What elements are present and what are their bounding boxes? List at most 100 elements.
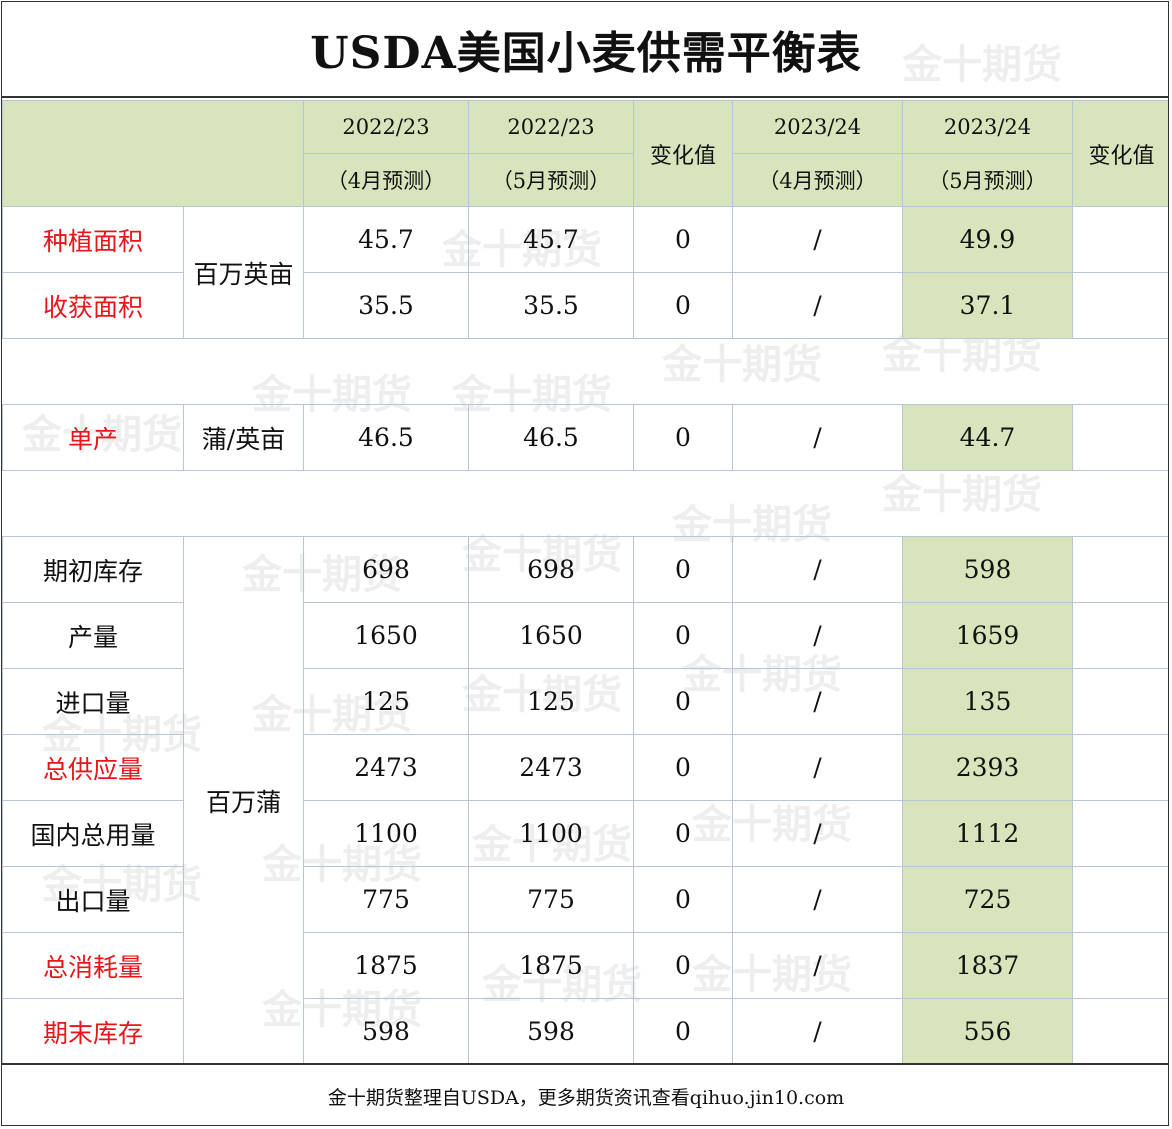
cell-change <box>1072 800 1168 867</box>
cell-value: / <box>732 800 903 867</box>
table-row: 总消耗量 1875 1875 0 / 1837 <box>2 932 1168 999</box>
cell-change <box>1072 998 1168 1065</box>
cell-value-highlight: 44.7 <box>902 404 1073 471</box>
header-col1-year: 2022/23 <box>303 100 469 154</box>
cell-value: 1650 <box>303 602 469 669</box>
cell-value: 35.5 <box>468 272 634 339</box>
cell-change <box>1072 734 1168 801</box>
table-row: 单产 蒲/英亩 46.5 46.5 0 / 44.7 <box>2 404 1168 471</box>
cell-value: 698 <box>303 536 469 603</box>
cell-value: 35.5 <box>303 272 469 339</box>
cell-value: / <box>732 866 903 933</box>
cell-change: 0 <box>633 602 733 669</box>
cell-value: 698 <box>468 536 634 603</box>
cell-value: 125 <box>303 668 469 735</box>
header-col4-year: 2023/24 <box>902 100 1073 154</box>
cell-change: 0 <box>633 668 733 735</box>
cell-value: 45.7 <box>468 206 634 273</box>
cell-value-highlight: 1837 <box>902 932 1073 999</box>
cell-value: 45.7 <box>303 206 469 273</box>
header-row-subs: （4月预测） （5月预测） （4月预测） （5月预测） <box>3 153 1169 207</box>
cell-value: / <box>732 404 903 471</box>
cell-value: / <box>732 536 903 603</box>
header-col2-year: 2022/23 <box>468 100 634 154</box>
row-label: 进口量 <box>2 668 184 735</box>
cell-change: 0 <box>633 404 733 471</box>
cell-value: / <box>732 668 903 735</box>
cell-value-highlight: 37.1 <box>902 272 1073 339</box>
cell-change <box>1072 404 1168 471</box>
cell-change <box>1072 668 1168 735</box>
cell-value: 775 <box>303 866 469 933</box>
table-row: 期初库存 百万蒲 698 698 0 / 598 <box>2 536 1168 1065</box>
table-row: 出口量 775 775 0 / 725 <box>2 866 1168 933</box>
row-label: 产量 <box>2 602 184 669</box>
header-col3-year: 2023/24 <box>732 100 903 154</box>
row-label: 期初库存 <box>2 536 184 603</box>
unit-cell: 百万蒲 <box>183 536 304 1065</box>
header-change1: 变化值 <box>633 100 733 207</box>
row-label: 单产 <box>2 404 184 471</box>
spacer-row <box>2 338 1168 405</box>
header-col3-sub: （4月预测） <box>732 153 903 207</box>
cell-value: 1875 <box>303 932 469 999</box>
cell-value: 1100 <box>303 800 469 867</box>
cell-change <box>1072 866 1168 933</box>
cell-value: / <box>732 734 903 801</box>
cell-change <box>1072 536 1168 603</box>
cell-change: 0 <box>633 734 733 801</box>
cell-value: 125 <box>468 668 634 735</box>
unit-cell: 蒲/英亩 <box>183 404 304 471</box>
header-col4-sub: （5月预测） <box>902 153 1073 207</box>
row-label: 总消耗量 <box>2 932 184 999</box>
cell-change: 0 <box>633 866 733 933</box>
cell-value: / <box>732 998 903 1065</box>
cell-change: 0 <box>633 800 733 867</box>
cell-value: / <box>732 272 903 339</box>
cell-value-highlight: 2393 <box>902 734 1073 801</box>
table-row: 国内总用量 1100 1100 0 / 1112 <box>2 800 1168 867</box>
table-row: 总供应量 2473 2473 0 / 2393 <box>2 734 1168 801</box>
cell-change: 0 <box>633 272 733 339</box>
header-corner <box>2 100 304 207</box>
cell-value: 46.5 <box>303 404 469 471</box>
cell-value: 1875 <box>468 932 634 999</box>
page-title: USDA美国小麦供需平衡表 <box>2 2 1168 98</box>
cell-change: 0 <box>633 206 733 273</box>
cell-value: 1650 <box>468 602 634 669</box>
cell-value: / <box>732 602 903 669</box>
cell-value-highlight: 598 <box>902 536 1073 603</box>
cell-value: 1100 <box>468 800 634 867</box>
row-label: 总供应量 <box>2 734 184 801</box>
row-label: 期末库存 <box>2 998 184 1065</box>
supply-demand-table: 2022/23 2022/23 变化值 2023/24 2023/24 变化值 … <box>2 100 1169 1065</box>
cell-value: 46.5 <box>468 404 634 471</box>
cell-change <box>1072 272 1168 339</box>
cell-value-highlight: 725 <box>902 866 1073 933</box>
unit-cell: 百万英亩 <box>183 206 304 339</box>
table-row: 种植面积 百万英亩 45.7 45.7 0 / 49.9 <box>2 206 1168 339</box>
header-row-years: 2022/23 2022/23 变化值 2023/24 2023/24 变化值 <box>2 100 1168 207</box>
row-label: 出口量 <box>2 866 184 933</box>
cell-change <box>1072 932 1168 999</box>
table-row: 产量 1650 1650 0 / 1659 <box>2 602 1168 669</box>
cell-value-highlight: 135 <box>902 668 1073 735</box>
header-change2: 变化值 <box>1072 100 1168 207</box>
cell-change: 0 <box>633 536 733 603</box>
cell-value-highlight: 556 <box>902 998 1073 1065</box>
row-label: 种植面积 <box>2 206 184 273</box>
header-col2-sub: （5月预测） <box>468 153 634 207</box>
header-col1-sub: （4月预测） <box>303 153 469 207</box>
cell-value-highlight: 1112 <box>902 800 1073 867</box>
cell-value: / <box>732 206 903 273</box>
cell-change: 0 <box>633 998 733 1065</box>
row-label: 国内总用量 <box>2 800 184 867</box>
footer-note: 金十期货整理自USDA，更多期货资讯查看qihuo.jin10.com <box>2 1063 1168 1125</box>
cell-value: 2473 <box>468 734 634 801</box>
cell-value: 775 <box>468 866 634 933</box>
spacer-row <box>2 470 1168 537</box>
table-row: 收获面积 35.5 35.5 0 / 37.1 <box>2 272 1168 339</box>
table-row: 期末库存 598 598 0 / 556 <box>2 998 1168 1065</box>
cell-value: 2473 <box>303 734 469 801</box>
